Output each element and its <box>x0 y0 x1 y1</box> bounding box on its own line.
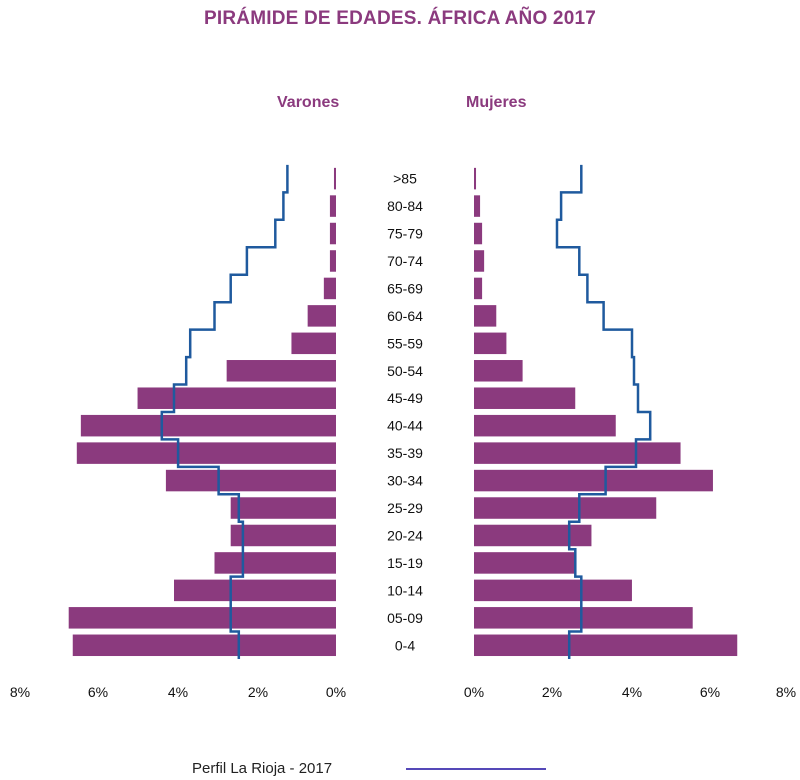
x-tick-label: 4% <box>168 684 188 700</box>
bar-mujeres <box>474 360 523 382</box>
x-tick-label: 6% <box>88 684 108 700</box>
legend-line-swatch <box>406 768 546 770</box>
x-tick-label: 0% <box>326 684 346 700</box>
bar-varones <box>333 167 336 190</box>
age-group-label: 45-49 <box>387 390 423 406</box>
age-group-label: 55-59 <box>387 335 423 351</box>
bar-mujeres <box>474 277 483 300</box>
profile-line-varones <box>160 164 289 659</box>
age-group-label: 65-69 <box>387 280 423 296</box>
age-group-label: 0-4 <box>395 637 415 653</box>
age-group-label: 80-84 <box>387 198 423 214</box>
x-tick-label: 2% <box>248 684 268 700</box>
bar-varones <box>329 222 336 245</box>
age-group-label: 30-34 <box>387 473 423 489</box>
bar-varones <box>230 524 336 547</box>
age-group-label: 70-74 <box>387 253 423 269</box>
age-group-label: 05-09 <box>387 610 423 626</box>
legend-label: Perfil La Rioja - 2017 <box>192 760 333 777</box>
age-group-label: 15-19 <box>387 555 423 571</box>
bar-varones <box>329 250 336 272</box>
x-tick-label: 2% <box>542 684 562 700</box>
bar-varones <box>214 552 336 574</box>
chart-title: PIRÁMIDE DE EDADES. ÁFRICA AÑO 2017 <box>204 8 596 29</box>
bar-varones <box>137 387 336 409</box>
bar-varones <box>68 607 336 629</box>
bar-varones <box>226 360 336 382</box>
age-group-label: 40-44 <box>387 418 423 434</box>
x-tick-label: 0% <box>464 684 484 700</box>
bar-mujeres <box>474 579 632 602</box>
bar-mujeres <box>474 524 592 547</box>
bar-varones <box>165 469 336 492</box>
bar-mujeres <box>474 195 481 217</box>
bar-varones <box>307 305 336 327</box>
bar-mujeres <box>474 222 483 245</box>
age-group-label: 50-54 <box>387 363 423 379</box>
bar-varones <box>323 277 336 300</box>
bar-varones <box>80 414 336 437</box>
x-tick-label: 4% <box>622 684 642 700</box>
bar-mujeres <box>474 634 738 657</box>
profile-line-mujeres <box>555 164 652 659</box>
right-side-label: Mujeres <box>466 94 527 111</box>
bar-mujeres <box>474 469 713 492</box>
bar-mujeres <box>474 552 576 574</box>
left-side-label: Varones <box>277 94 340 111</box>
age-group-label: 10-14 <box>387 582 423 598</box>
bar-varones <box>329 195 336 217</box>
bar-mujeres <box>474 414 616 437</box>
x-tick-label: 8% <box>776 684 796 700</box>
age-group-label: 60-64 <box>387 308 423 324</box>
bar-varones <box>174 579 336 602</box>
bar-mujeres <box>474 250 485 272</box>
bar-mujeres <box>474 387 576 409</box>
bar-mujeres <box>474 167 477 190</box>
x-tick-label: 6% <box>700 684 720 700</box>
age-group-label: 25-29 <box>387 500 423 516</box>
bar-varones <box>72 634 336 657</box>
age-group-label: 35-39 <box>387 445 423 461</box>
bar-mujeres <box>474 305 497 327</box>
bar-varones <box>230 497 336 519</box>
x-tick-label: 8% <box>10 684 30 700</box>
bar-mujeres <box>474 607 693 629</box>
age-group-label: 75-79 <box>387 226 423 242</box>
bar-varones <box>291 332 336 355</box>
bar-mujeres <box>474 442 681 464</box>
bar-varones <box>76 442 337 464</box>
bar-mujeres <box>474 332 507 355</box>
bars-group: 0-4 05-09 10-14 15-19 20-24 25-29 30-34 35-39 40… <box>68 167 738 657</box>
age-group-label: >85 <box>393 171 417 187</box>
bar-mujeres <box>474 497 657 519</box>
age-group-label: 20-24 <box>387 527 423 543</box>
